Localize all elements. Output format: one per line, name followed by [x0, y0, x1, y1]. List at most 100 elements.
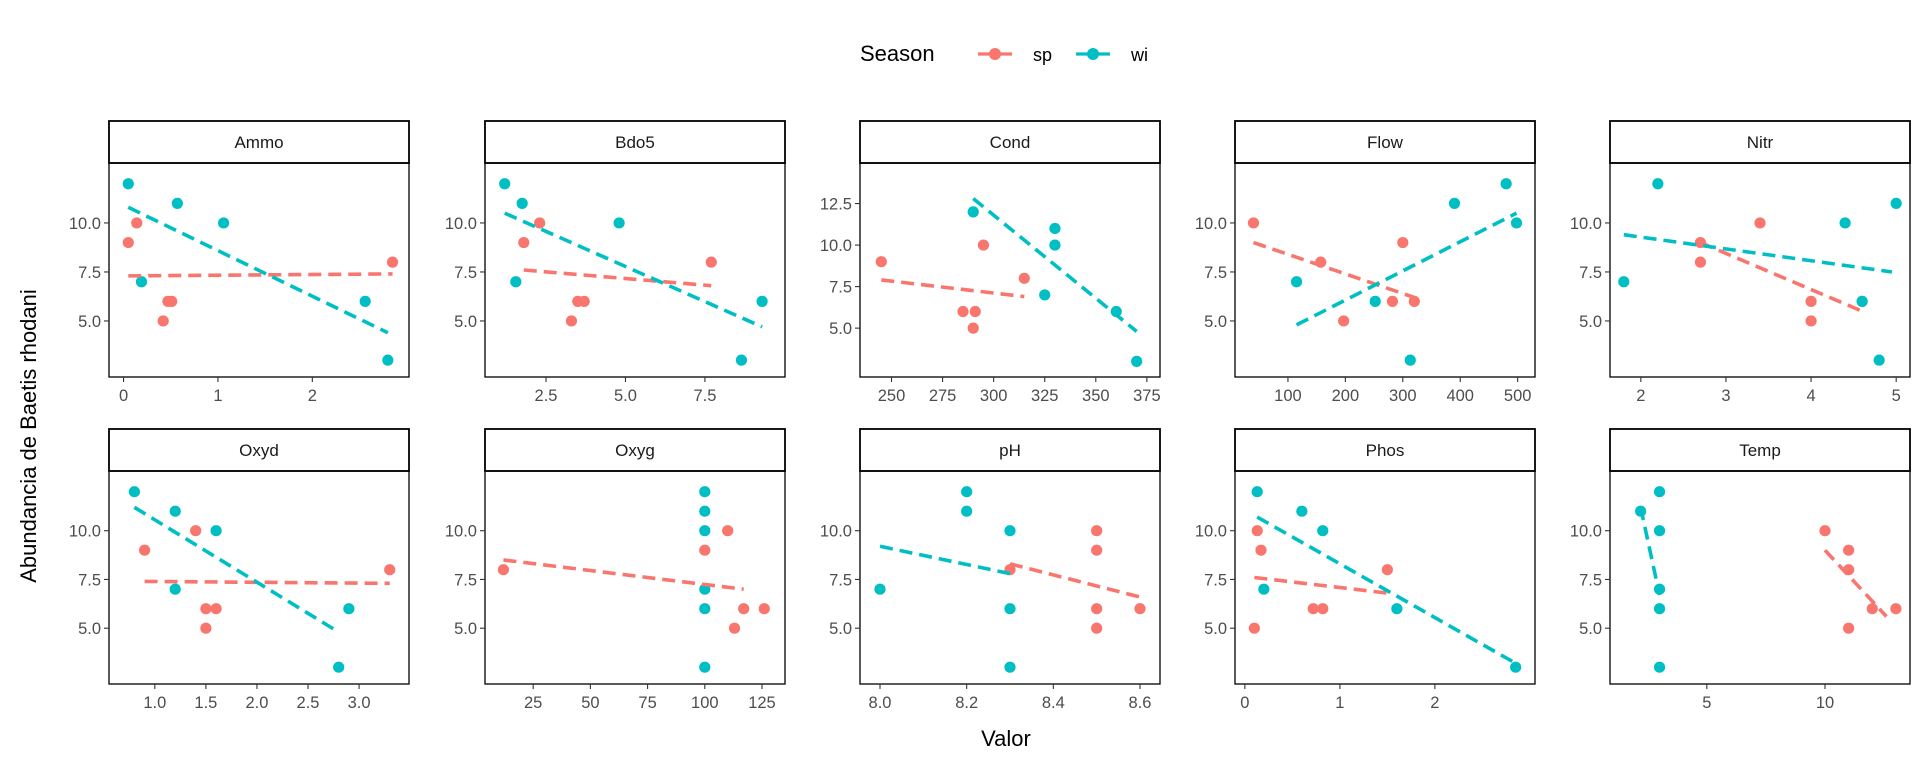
point-oxyd-sp — [210, 603, 222, 615]
plot-frame-oxyg — [484, 470, 786, 685]
y-tick-label-oxyg: 5.0 — [454, 620, 477, 638]
y-tick-label-bdo5: 7.5 — [454, 264, 477, 282]
trend-line-nitr-sp — [1699, 240, 1863, 313]
point-temp-sp — [1843, 544, 1855, 556]
y-axis-title: Abundancia de Baetis rhodani — [16, 289, 41, 583]
y-tick-label-bdo5: 5.0 — [454, 313, 477, 331]
x-tick-label-oxyg: 25 — [524, 694, 542, 712]
point-ammo-sp — [166, 295, 178, 307]
legend-key-point-wi — [1087, 48, 1099, 60]
point-ph-wi — [1004, 661, 1016, 673]
x-tick-label-bdo5: 5.0 — [614, 387, 637, 405]
strip-label-nitr: Nitr — [1747, 133, 1774, 152]
point-phos-sp — [1248, 622, 1260, 634]
y-tick-label-ammo: 10.0 — [69, 215, 101, 233]
panel-bdo5: Bdo5 5.0 7.5 10.0 2.5 5.0 7.5 — [445, 120, 786, 405]
y-tick-label-cond: 12.5 — [820, 196, 852, 214]
strip-oxyd — [108, 428, 410, 472]
point-ph-sp — [1091, 622, 1103, 634]
legend: Season sp wi — [860, 41, 1148, 66]
trend-line-nitr-wi — [1623, 232, 1893, 274]
point-flow-sp — [1386, 295, 1399, 307]
x-tick-label-nitr: 3 — [1721, 387, 1730, 405]
point-ammo-sp — [386, 256, 399, 268]
point-temp-sp — [1843, 622, 1855, 634]
point-bdo5-wi — [756, 295, 768, 307]
plot-frame-ammo — [108, 162, 410, 378]
point-nitr-wi — [1890, 197, 1902, 209]
x-tick-label-nitr: 5 — [1892, 387, 1901, 405]
panel-cond: Cond 5.0 7.5 10.0 12.5 250 275 300 325 350 375 — [820, 120, 1161, 405]
y-tick-label-temp: 10.0 — [1570, 523, 1602, 541]
point-oxyd-wi — [169, 583, 181, 595]
y-tick-label-cond: 10.0 — [820, 237, 852, 255]
panel-nitr: Nitr 5.0 7.5 10.0 2 3 4 5 — [1570, 120, 1911, 405]
y-tick-label-oxyd: 5.0 — [78, 620, 101, 638]
point-ph-sp — [1091, 603, 1103, 615]
point-phos-wi — [1317, 525, 1329, 537]
x-tick-label-cond: 375 — [1133, 387, 1161, 405]
point-phos-wi — [1391, 603, 1403, 615]
x-tick-label-bdo5: 7.5 — [693, 387, 716, 405]
point-flow-wi — [1404, 354, 1416, 366]
point-temp-wi — [1653, 486, 1666, 498]
strip-flow — [1234, 120, 1536, 164]
trend-line-bdo5-sp — [523, 268, 712, 288]
point-cond-sp — [957, 305, 969, 318]
point-oxyg-sp — [497, 564, 510, 576]
point-cond-wi — [967, 206, 979, 218]
y-tick-label-nitr: 7.5 — [1579, 264, 1602, 282]
point-phos-wi — [1296, 505, 1308, 517]
point-ph-sp — [1134, 603, 1146, 615]
x-tick-label-ph: 8.0 — [869, 694, 892, 712]
x-tick-label-ammo: 0 — [119, 387, 128, 405]
x-tick-label-flow: 400 — [1446, 387, 1474, 405]
x-tick-label-nitr: 2 — [1636, 387, 1645, 405]
point-flow-wi — [1369, 295, 1381, 307]
x-tick-label-flow: 200 — [1332, 387, 1360, 405]
x-tick-label-phos: 0 — [1240, 694, 1249, 712]
point-bdo5-wi — [735, 354, 748, 366]
point-ammo-wi — [135, 276, 148, 288]
x-tick-label-cond: 300 — [980, 387, 1008, 405]
y-tick-label-flow: 10.0 — [1195, 215, 1227, 233]
point-temp-sp — [1890, 603, 1902, 615]
x-tick-label-flow: 500 — [1504, 387, 1532, 405]
point-bdo5-sp — [578, 295, 590, 307]
strip-label-temp: Temp — [1739, 441, 1781, 460]
trend-line-flow-wi — [1295, 211, 1518, 327]
y-tick-label-cond: 7.5 — [829, 279, 852, 297]
point-bdo5-wi — [516, 197, 528, 209]
legend-item-wi: wi — [1076, 45, 1148, 65]
strip-temp — [1609, 428, 1911, 472]
y-tick-label-nitr: 5.0 — [1579, 313, 1602, 331]
trend-line-oxyd-sp — [144, 579, 390, 586]
point-oxyd-sp — [200, 622, 212, 634]
x-tick-label-oxyd: 2.0 — [245, 694, 268, 712]
legend-item-sp: sp — [978, 45, 1052, 65]
x-tick-label-phos: 2 — [1430, 694, 1439, 712]
trend-line-ph-wi — [879, 544, 1011, 576]
point-nitr-wi — [1873, 354, 1885, 366]
strip-cond — [859, 120, 1161, 164]
point-oxyd-wi — [169, 505, 181, 517]
x-tick-label-temp: 10 — [1816, 694, 1834, 712]
point-oxyd-wi — [343, 603, 355, 615]
x-tick-label-nitr: 4 — [1806, 387, 1815, 405]
panel-oxyd: Oxyd 5.0 7.5 10.0 1.0 1.5 2.0 2.5 3.0 — [69, 428, 410, 712]
point-oxyg-wi — [699, 486, 711, 498]
y-tick-label-flow: 7.5 — [1204, 264, 1227, 282]
x-tick-label-cond: 350 — [1082, 387, 1110, 405]
y-tick-label-nitr: 10.0 — [1570, 215, 1602, 233]
plot-frame-temp — [1609, 470, 1911, 685]
point-flow-wi — [1290, 276, 1303, 288]
point-ph-wi — [1004, 525, 1016, 537]
point-cond-wi — [1131, 355, 1143, 367]
y-tick-label-oxyd: 7.5 — [78, 571, 101, 589]
y-tick-label-ph: 5.0 — [829, 620, 852, 638]
point-oxyd-wi — [333, 661, 345, 673]
point-temp-sp — [1819, 525, 1831, 537]
point-ph-wi — [874, 583, 886, 595]
trend-line-oxyd-wi — [133, 505, 340, 634]
point-phos-sp — [1381, 564, 1393, 576]
